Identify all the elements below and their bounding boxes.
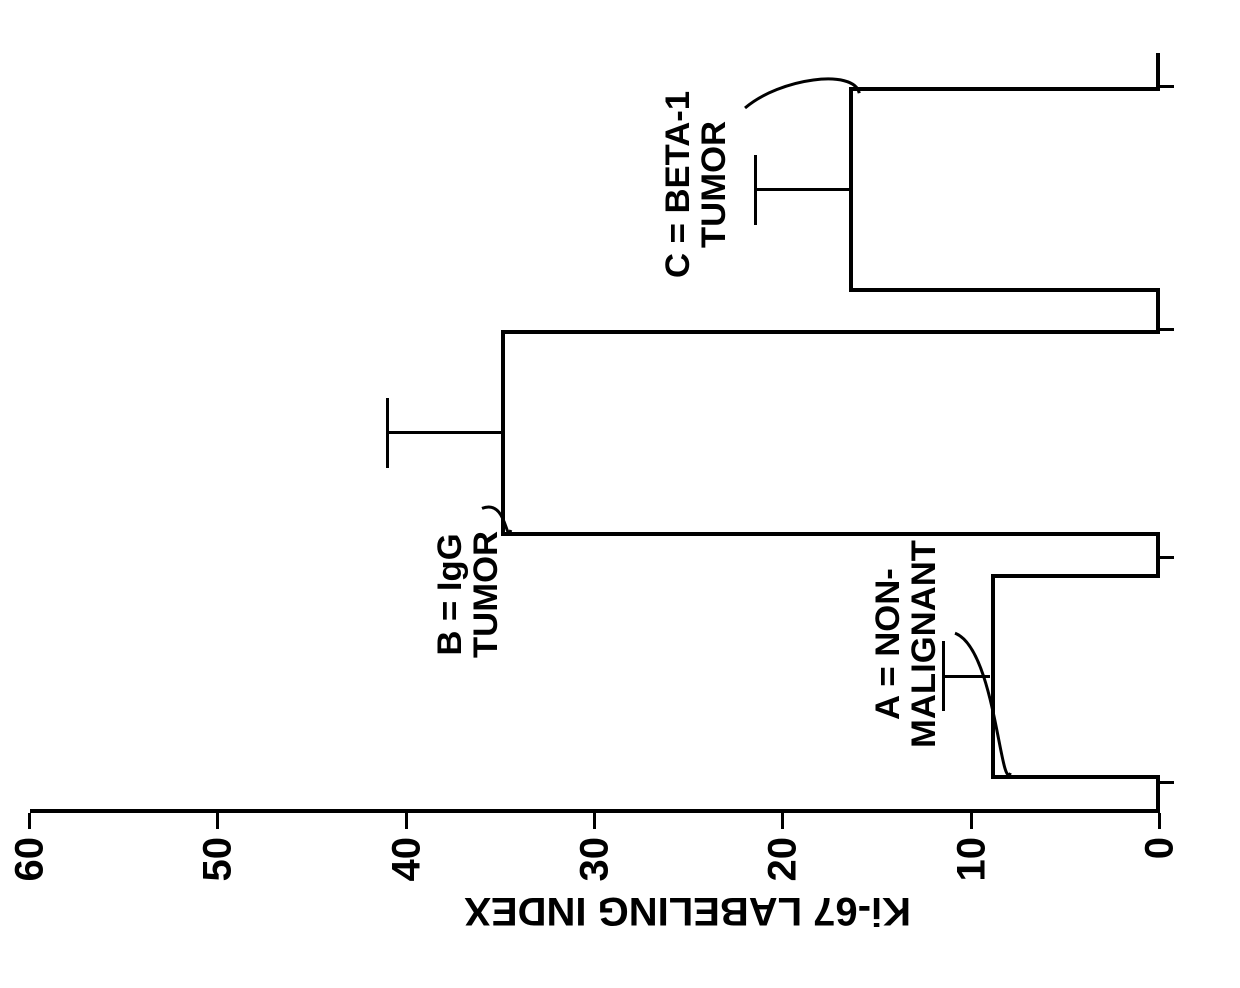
y-tick-label: 60: [8, 837, 53, 907]
ki67-bar-chart: Ki-67 LABELING INDEX 0 10 20 30 40 50 60 A = NO…: [0, 0, 1240, 988]
x-tick: [1160, 328, 1174, 331]
bar-C: [849, 87, 1160, 292]
x-tick: [1160, 781, 1174, 784]
y-tick: [1158, 813, 1161, 829]
x-tick: [1160, 85, 1174, 88]
y-axis-label: Ki-67 LABELING INDEX: [465, 888, 912, 933]
error-bar-A: [943, 675, 990, 678]
y-tick: [28, 813, 31, 829]
bar-A: [991, 574, 1161, 779]
y-tick-label: 50: [196, 837, 241, 907]
bar-B: [501, 330, 1160, 535]
y-tick-label: 20: [761, 837, 806, 907]
y-tick: [216, 813, 219, 829]
y-tick: [781, 813, 784, 829]
y-tick-label: 40: [384, 837, 429, 907]
annotation-B: B = IgG TUMOR: [432, 531, 505, 658]
error-bar-B: [388, 432, 501, 435]
error-bar-C: [755, 188, 849, 191]
plot-area: [30, 53, 1160, 813]
annotation-A: A = NON- MALIGNANT: [870, 540, 943, 748]
x-tick: [1160, 556, 1174, 559]
error-cap-B: [386, 398, 389, 468]
y-tick: [405, 813, 408, 829]
y-tick-label: 0: [1138, 837, 1183, 907]
y-tick-label: 30: [573, 837, 618, 907]
y-tick: [970, 813, 973, 829]
error-cap-C: [754, 155, 757, 225]
annotation-C: C = BETA-1 TUMOR: [660, 91, 733, 278]
y-tick: [593, 813, 596, 829]
y-tick-label: 10: [949, 837, 994, 907]
